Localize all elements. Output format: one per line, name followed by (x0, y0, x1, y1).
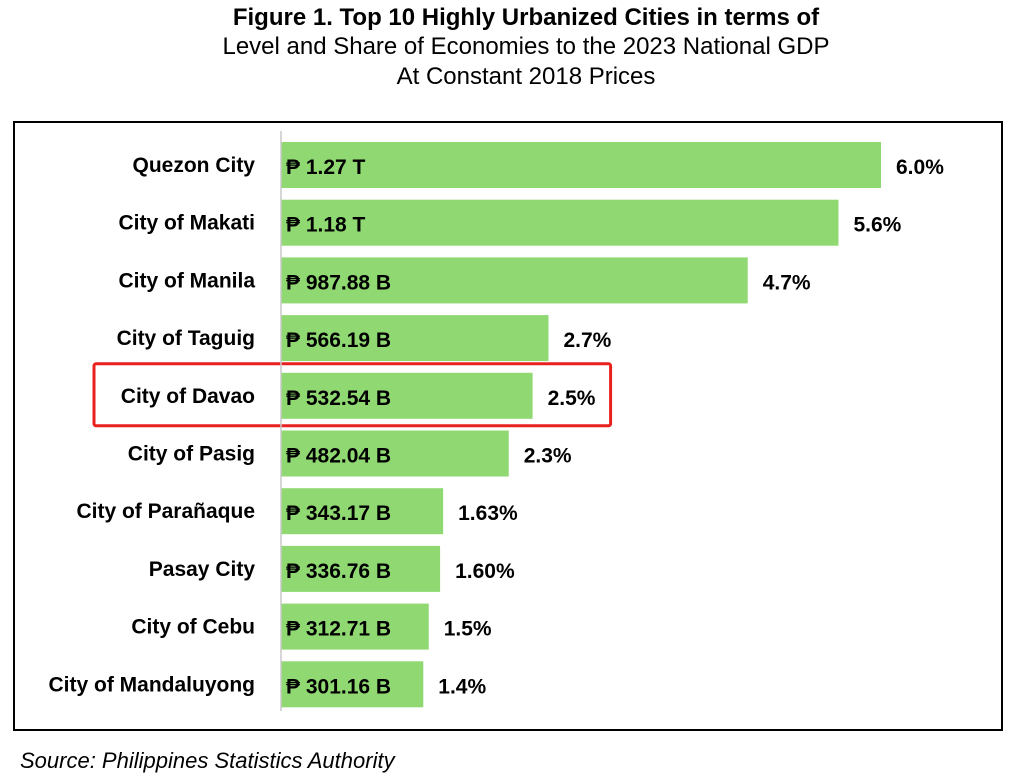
chart-title: Figure 1. Top 10 Highly Urbanized Cities… (232, 4, 820, 31)
category-label: City of Taguig (117, 327, 255, 350)
category-label: City of Pasig (128, 443, 255, 466)
bar-6 (281, 430, 509, 477)
bar-8 (281, 545, 441, 592)
bar-3 (281, 257, 748, 304)
chart-title-block: Figure 1. Top 10 Highly Urbanized Cities… (0, 4, 1019, 92)
share-label: 2.3% (524, 445, 572, 468)
bar-9 (281, 603, 429, 650)
bar-7 (281, 488, 444, 535)
highlight-box (92, 362, 613, 428)
category-label: City of Makati (118, 212, 255, 235)
bar-value-label: ₱ 532.54 B (286, 387, 391, 410)
category-label: City of Parañaque (76, 500, 255, 523)
bar-value-label: ₱ 566.19 B (286, 329, 391, 352)
share-label: 1.60% (455, 560, 515, 583)
bar-value-label: ₱ 1.18 T (286, 214, 366, 237)
category-label: City of Manila (118, 269, 255, 292)
share-label: 2.5% (548, 387, 596, 410)
bar-1 (281, 142, 881, 188)
bar-value-label: ₱ 1.27 T (286, 156, 366, 179)
source-note: Source: Philippines Statistics Authority (20, 748, 395, 773)
share-label: 4.7% (763, 271, 811, 294)
bar-chart: Quezon City ₱ 1.27 T 6.0% City of Makati ₱ 1… (49, 131, 944, 711)
share-label: 1.4% (438, 675, 486, 698)
bar-value-label: ₱ 482.04 B (286, 445, 391, 468)
bar-value-label: ₱ 301.16 B (286, 675, 391, 698)
bar-10 (281, 661, 424, 708)
share-label: 1.63% (458, 502, 518, 525)
bar-value-label: ₱ 336.76 B (286, 560, 391, 583)
chart-subtitle-line-2: At Constant 2018 Prices (396, 63, 656, 90)
category-label: City of Cebu (131, 616, 255, 639)
category-label: City of Mandaluyong (49, 673, 256, 696)
bar-value-label: ₱ 987.88 B (286, 271, 391, 294)
share-label: 5.6% (853, 214, 901, 237)
bar-value-label: ₱ 312.71 B (286, 618, 391, 641)
bar-2 (281, 199, 839, 246)
share-label: 2.7% (563, 329, 611, 352)
share-label: 1.5% (444, 618, 492, 641)
category-label: Pasay City (149, 558, 256, 581)
chart-subtitle-line-1: Level and Share of Economies to the 2023… (222, 33, 830, 60)
category-label: Quezon City (132, 154, 255, 177)
chart-frame: Quezon City ₱ 1.27 T 6.0% City of Makati ₱ 1… (13, 121, 1003, 731)
bar-5 (281, 372, 533, 419)
bar-value-label: ₱ 343.17 B (286, 502, 391, 525)
category-label: City of Davao (121, 385, 255, 408)
share-label: 6.0% (896, 156, 944, 179)
bar-4 (281, 315, 549, 362)
